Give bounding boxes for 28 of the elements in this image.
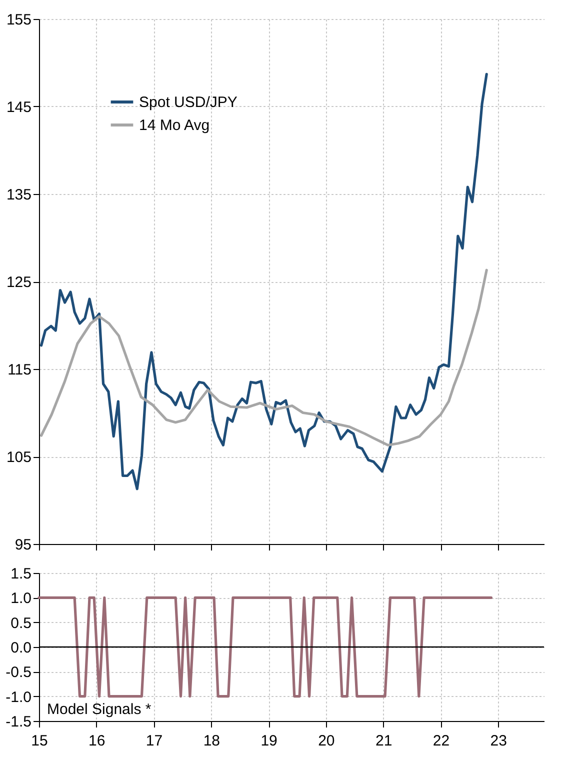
x-tick-label: 18 <box>203 732 220 750</box>
line-series <box>40 268 488 446</box>
legend-label: 14 Mo Avg <box>139 117 210 134</box>
x-tick-label: 23 <box>490 732 507 750</box>
line-series <box>40 72 488 490</box>
x-tick-label: 22 <box>432 732 450 750</box>
y-tick-label: 1.5 <box>10 566 32 582</box>
y-tick-label: 0.5 <box>10 614 32 632</box>
y-tick-label: 145 <box>6 99 32 116</box>
x-tick-label: 21 <box>375 732 392 750</box>
y-tick-label: 125 <box>6 274 32 291</box>
y-tick-label: -1.5 <box>6 714 32 730</box>
x-tick-label: 15 <box>31 732 48 750</box>
y-tick-label: 115 <box>8 362 32 378</box>
legend-label: Spot USD/JPY <box>139 94 238 111</box>
y-tick-label: 135 <box>6 186 32 204</box>
y-tick-label: 105 <box>6 449 32 466</box>
x-tick-label: 20 <box>318 732 335 750</box>
y-tick-label: -1.0 <box>6 688 32 706</box>
x-tick-label: 16 <box>88 732 106 750</box>
y-tick-label: -0.5 <box>6 664 32 682</box>
x-tick-label: 19 <box>260 732 278 750</box>
y-tick-label: 0.0 <box>10 640 32 656</box>
y-tick-label: 1.0 <box>10 590 32 608</box>
annotation: Model Signals * <box>47 701 152 718</box>
y-tick-label: 155 <box>6 12 32 28</box>
y-tick-label: 95 <box>14 536 32 554</box>
x-tick-label: 17 <box>146 732 163 750</box>
